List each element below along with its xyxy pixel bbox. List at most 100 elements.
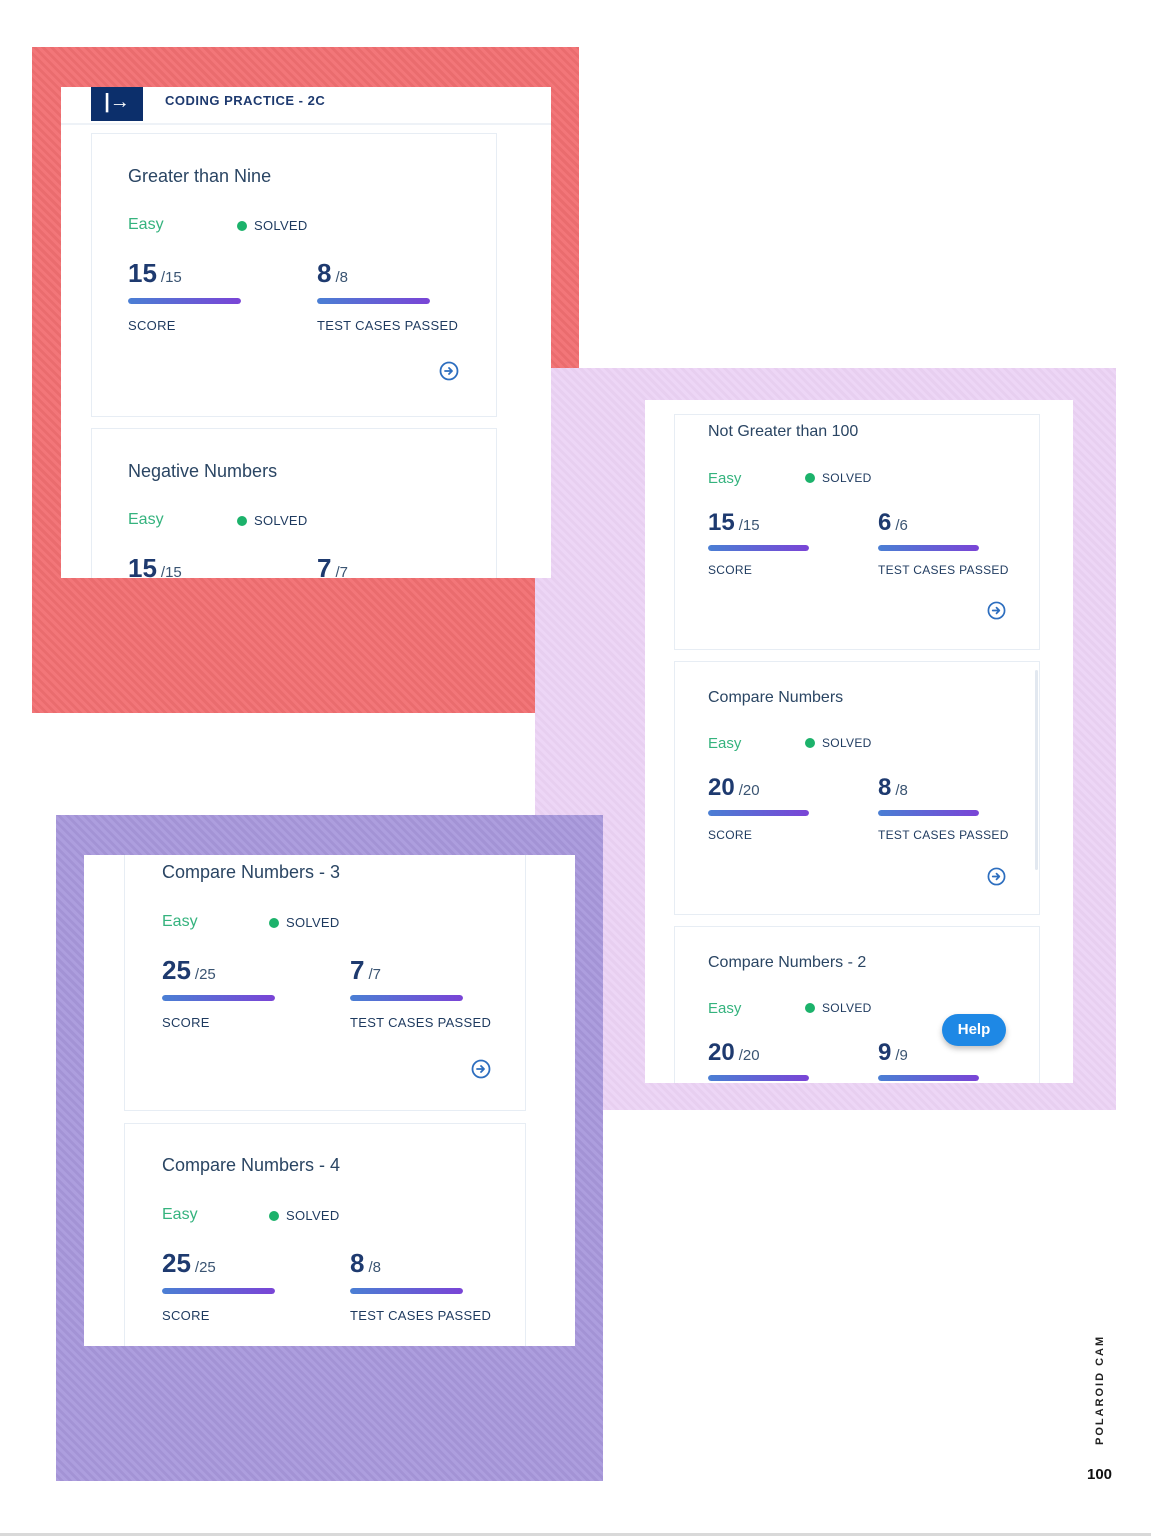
question-card[interactable]: Not Greater than 100 Easy SOLVED 15/15 S… [674, 414, 1040, 650]
difficulty-label: Easy [708, 735, 742, 752]
tests-label: TEST CASES PASSED [317, 318, 459, 333]
card-title: Compare Numbers - 2 [708, 954, 867, 971]
screenshot-3: Compare Numbers - 3 Easy SOLVED 25/25 SC… [84, 855, 575, 1346]
status-badge: SOLVED [805, 471, 872, 485]
card-title: Greater than Nine [128, 166, 272, 186]
score-progress-bar [128, 298, 241, 304]
arrow-circle-right-icon[interactable] [987, 867, 1006, 886]
tests-progress-bar [317, 298, 430, 304]
tests-total: /7 [335, 564, 348, 578]
help-button[interactable]: Help [942, 1014, 1006, 1046]
solved-dot-icon [805, 473, 815, 483]
tests-value: 9 [878, 1039, 892, 1066]
score-total: /15 [160, 564, 182, 578]
score-label: SCORE [128, 318, 176, 333]
tests-metric: 8/8 TEST CASES PASSED [878, 774, 1008, 842]
difficulty-label: Easy [128, 511, 164, 528]
tests-progress-bar [878, 545, 979, 551]
difficulty-label: Easy [708, 1000, 742, 1017]
page-number: 100 [1087, 1466, 1113, 1483]
card-title: Negative Numbers [128, 461, 278, 481]
score-value: 20 [708, 774, 735, 801]
tests-total: /7 [368, 966, 381, 983]
divider [0, 1533, 1151, 1536]
tests-value: 7 [350, 955, 365, 985]
solved-dot-icon [237, 516, 247, 526]
tests-total: /8 [895, 782, 908, 799]
difficulty-label: Easy [708, 470, 742, 487]
status-badge: SOLVED [237, 513, 308, 528]
score-metric: 15/15 SCORE [128, 258, 241, 333]
status-badge: SOLVED [269, 1208, 340, 1223]
tests-label: TEST CASES PASSED [350, 1308, 492, 1323]
tests-metric: 7/7 [317, 553, 348, 578]
score-label: SCORE [708, 828, 753, 842]
tests-total: /8 [335, 269, 348, 286]
solved-dot-icon [805, 738, 815, 748]
score-label: SCORE [708, 563, 753, 577]
score-total: /15 [738, 517, 760, 534]
top-bar: |→ CODING PRACTICE - 2C [61, 87, 551, 125]
score-progress-bar [708, 810, 809, 816]
scrollbar[interactable] [1035, 670, 1038, 870]
tests-value: 8 [878, 774, 892, 801]
tests-metric: 8/8 TEST CASES PASSED [350, 1248, 491, 1323]
score-metric: 20/20 SCORE [708, 774, 809, 842]
tests-label: TEST CASES PASSED [350, 1015, 492, 1030]
score-metric: 25/25 SCORE [162, 955, 275, 1030]
tests-value: 6 [878, 509, 892, 536]
status-badge: SOLVED [269, 915, 340, 930]
tests-value: 8 [350, 1248, 365, 1278]
status-badge: SOLVED [237, 218, 308, 233]
question-card[interactable]: Compare Numbers - 3 Easy SOLVED 25/25 SC… [124, 855, 526, 1111]
tests-progress-bar [350, 1288, 463, 1294]
difficulty-label: Easy [162, 913, 198, 930]
screenshot-2: Not Greater than 100 Easy SOLVED 15/15 S… [645, 400, 1073, 1083]
question-card[interactable]: Compare Numbers - 4 Easy SOLVED 25/25 SC… [124, 1123, 526, 1346]
solved-dot-icon [269, 918, 279, 928]
tests-metric: 7/7 TEST CASES PASSED [350, 955, 491, 1030]
score-total: /25 [194, 1259, 216, 1276]
brand-label: POLAROID CAM [1094, 1334, 1106, 1445]
status-badge: SOLVED [805, 1001, 872, 1015]
question-card[interactable]: Compare Numbers Easy SOLVED 20/20 SCORE … [674, 661, 1040, 915]
score-progress-bar [708, 545, 809, 551]
score-progress-bar [708, 1075, 809, 1081]
score-metric: 25/25 SCORE [162, 1248, 275, 1323]
score-value: 25 [162, 1248, 191, 1278]
tests-value: 8 [317, 258, 332, 288]
score-value: 15 [128, 258, 157, 288]
question-card[interactable]: Greater than Nine Easy SOLVED 15/15 SCOR… [91, 133, 497, 417]
app-title: CODING PRACTICE - 2C [165, 93, 326, 108]
tests-progress-bar [878, 1075, 979, 1081]
score-metric: 15/15 [128, 553, 182, 578]
solved-dot-icon [237, 221, 247, 231]
arrow-circle-right-icon[interactable] [987, 601, 1006, 620]
solved-dot-icon [269, 1211, 279, 1221]
question-card[interactable]: Compare Numbers - 2 Easy SOLVED 20/20 9/… [674, 926, 1040, 1083]
score-value: 25 [162, 955, 191, 985]
score-label: SCORE [162, 1015, 210, 1030]
score-value: 15 [708, 509, 735, 536]
difficulty-label: Easy [162, 1206, 198, 1223]
screenshot-1: |→ CODING PRACTICE - 2C Greater than Nin… [61, 87, 551, 578]
score-value: 20 [708, 1039, 735, 1066]
tests-metric: 9/9 [878, 1039, 979, 1081]
question-card[interactable]: Negative Numbers Easy SOLVED 15/15 7/7 [91, 428, 497, 578]
tests-progress-bar [350, 995, 463, 1001]
arrow-circle-right-icon[interactable] [471, 1059, 491, 1079]
logout-icon[interactable]: |→ [91, 87, 143, 121]
tests-label: TEST CASES PASSED [878, 563, 1009, 577]
tests-total: /9 [895, 1047, 908, 1064]
arrow-circle-right-icon[interactable] [439, 361, 459, 381]
score-metric: 20/20 [708, 1039, 809, 1081]
tests-metric: 6/6 TEST CASES PASSED [878, 509, 1008, 577]
tests-metric: 8/8 TEST CASES PASSED [317, 258, 458, 333]
score-progress-bar [162, 995, 275, 1001]
difficulty-label: Easy [128, 216, 164, 233]
card-title: Not Greater than 100 [708, 423, 859, 440]
score-metric: 15/15 SCORE [708, 509, 809, 577]
score-progress-bar [162, 1288, 275, 1294]
tests-total: /8 [368, 1259, 381, 1276]
status-badge: SOLVED [805, 736, 872, 750]
